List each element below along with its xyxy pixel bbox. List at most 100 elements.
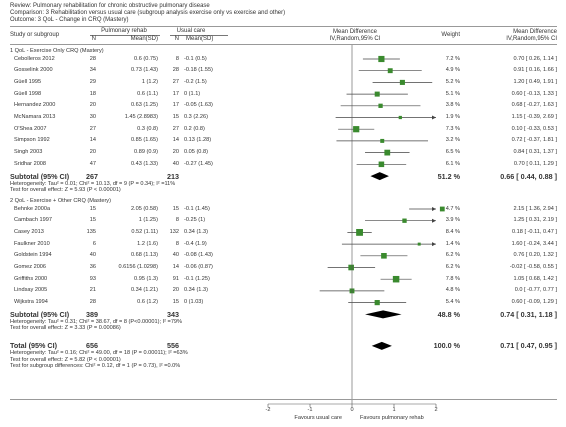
group1-underline xyxy=(90,35,160,36)
top-rule xyxy=(10,26,557,27)
study-mean2: 0.2 (0.8) xyxy=(184,125,205,132)
study-n2: 17 xyxy=(172,102,179,109)
subgroup-header: 1 QoL - Exercise Only CRQ (Mastery) xyxy=(10,48,104,54)
study-mean2: -0.1 (0.5) xyxy=(184,55,207,62)
study-weight: 1.9 % xyxy=(445,114,460,120)
study-ci: 0.84 [ 0.31, 1.37 ] xyxy=(513,149,557,156)
study-name: Griffiths 2000 xyxy=(14,275,48,282)
study-mean2: -0.1 (1.25) xyxy=(184,275,210,282)
study-mean1: 0.6 (1.1) xyxy=(137,90,158,97)
study-point xyxy=(439,206,445,212)
study-mean1: 0.95 (1.3) xyxy=(134,275,158,282)
study-point xyxy=(378,161,385,168)
study-mean2: -0.08 (1.43) xyxy=(184,252,213,259)
study-mean2: 0.3 (2.26) xyxy=(184,114,208,120)
study-n1: 28 xyxy=(89,55,96,62)
column-group1: Pulmonary rehab xyxy=(101,28,147,34)
study-weight: 8.4 % xyxy=(445,228,460,235)
study-mean2: -0.4 (1.9) xyxy=(184,240,207,247)
study-mean2: -0.25 (1) xyxy=(184,217,206,224)
study-n1: 14 xyxy=(89,137,96,144)
column-n1: N xyxy=(91,36,96,42)
study-weight: 5.1 % xyxy=(445,90,460,97)
study-n2: 40 xyxy=(172,160,179,167)
study-n2: 15 xyxy=(172,114,179,120)
study-point xyxy=(381,252,387,259)
study-weight: 1.4 % xyxy=(445,240,460,247)
study-name: Simpson 1992 xyxy=(14,137,50,144)
study-weight: 4.9 % xyxy=(445,67,460,74)
study-point xyxy=(399,79,405,85)
study-point xyxy=(392,275,400,283)
study-mean1: 0.89 (0.9) xyxy=(134,149,158,156)
study-n2: 28 xyxy=(172,67,179,74)
study-mean2: 0.13 (1.28) xyxy=(184,137,212,144)
study-mean2: 0.05 (0.8) xyxy=(184,149,208,156)
study-n2: 15 xyxy=(172,205,179,212)
study-name: Gosselink 2000 xyxy=(14,67,53,74)
study-ci: 0.72 [ -0.37, 1.81 ] xyxy=(511,137,557,144)
study-n1: 20 xyxy=(89,102,96,109)
column-md2-bottom: IV,Random,95% CI xyxy=(506,36,557,42)
column-md-bottom: IV,Random,95% CI xyxy=(329,36,381,42)
study-n1: 93 xyxy=(89,275,96,282)
study-ci: 0.60 [ -0.13, 1.33 ] xyxy=(511,90,557,97)
subtotal-n1: 389 xyxy=(86,309,98,319)
total-weight: 100.0 % xyxy=(433,341,460,351)
study-n1: 36 xyxy=(89,264,96,270)
subtotal-label: Subtotal (95% CI) xyxy=(10,309,70,319)
study-name: Gomez 2006 xyxy=(14,264,47,270)
study-mean1: 1 (1.25) xyxy=(138,217,158,224)
column-n2: N xyxy=(174,36,179,42)
study-ci: 0.60 [ -0.09, 1.29 ] xyxy=(511,299,557,306)
x-tick-label: 1 xyxy=(392,407,396,413)
study-ci: 0.0 [ -0.77, 0.77 ] xyxy=(514,287,557,294)
study-weight: 3.9 % xyxy=(445,217,460,224)
study-name: Güell 1998 xyxy=(14,90,42,97)
study-name: Goldstein 1994 xyxy=(14,252,52,259)
study-name: Güell 1995 xyxy=(14,78,42,85)
study-n1: 15 xyxy=(89,205,96,212)
study-weight: 6.2 % xyxy=(445,264,460,270)
study-mean2: -0.06 (0.87) xyxy=(184,264,213,270)
study-weight: 6.5 % xyxy=(445,149,460,156)
column-group2: Usual care xyxy=(176,28,206,34)
subtotal-weight: 51.2 % xyxy=(437,171,460,181)
study-point xyxy=(374,300,380,306)
column-md-top: Mean Difference xyxy=(333,29,377,35)
study-mean1: 1.2 (1.6) xyxy=(137,240,158,247)
study-mean2: -0.18 (1.55) xyxy=(184,67,213,74)
subtotal-n2: 213 xyxy=(167,171,179,181)
header-rule xyxy=(10,44,557,45)
study-mean1: 0.6 (1.2) xyxy=(137,299,158,306)
study-ci: 0.70 [ 0.11, 1.29 ] xyxy=(513,160,557,167)
study-point xyxy=(374,91,380,97)
study-mean1: 0.6156 (1.0298) xyxy=(118,264,159,270)
study-name: Casey 2013 xyxy=(14,228,44,235)
study-name: Cambach 1997 xyxy=(14,217,52,224)
study-mean2: -0.1 (1.45) xyxy=(184,205,210,212)
heterogeneity-text: Heterogeneity: Tau² = 0.31; Chi² = 38.67… xyxy=(10,318,183,325)
favours-left-label: Favours usual care xyxy=(294,415,342,421)
study-name: O'Shea 2007 xyxy=(14,125,47,132)
study-mean1: 0.68 (1.13) xyxy=(130,252,158,259)
study-n2: 91 xyxy=(172,275,179,282)
study-mean2: 0.34 (1.3) xyxy=(184,287,208,294)
study-ci: 1.15 [ -0.39, 2.69 ] xyxy=(511,114,557,120)
study-n1: 18 xyxy=(89,90,96,97)
total-n2: 556 xyxy=(167,341,179,351)
study-n2: 15 xyxy=(172,299,179,306)
study-n1: 6 xyxy=(92,240,96,247)
study-ci-arrow xyxy=(432,242,436,247)
subtotal-n1: 267 xyxy=(86,171,98,181)
total-heterogeneity-text: Heterogeneity: Tau² = 0.16; Chi² = 49.00… xyxy=(10,350,188,357)
study-n1: 47 xyxy=(89,160,96,167)
study-ci-arrow xyxy=(432,207,436,211)
study-point xyxy=(417,242,421,246)
study-n2: 27 xyxy=(172,78,179,85)
overall-effect-text: Test for overall effect: Z = 5.93 (P < 0… xyxy=(10,187,121,193)
study-n2: 8 xyxy=(175,240,179,247)
study-weight: 5.2 % xyxy=(445,78,460,85)
study-n1: 20 xyxy=(89,149,96,156)
total-label: Total (95% CI) xyxy=(10,341,57,351)
